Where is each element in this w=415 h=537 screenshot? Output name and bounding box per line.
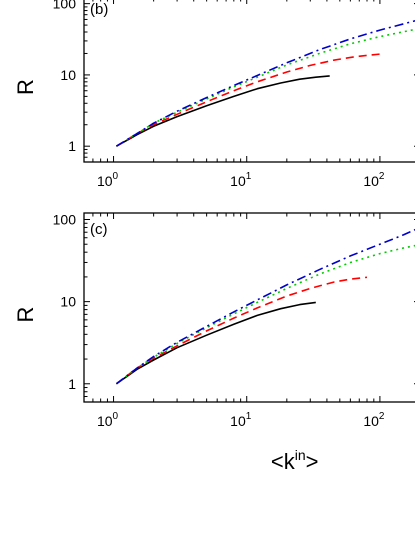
series-group	[115, 228, 415, 385]
y-tick-label: 100	[53, 212, 77, 228]
y-axis-title: R	[13, 307, 38, 323]
panel-label: (c)	[90, 221, 108, 238]
y-tick-label: 10	[60, 294, 76, 310]
x-tick-label: 100	[97, 171, 119, 189]
series-line-4	[115, 228, 415, 385]
plot-frame	[83, 0, 415, 163]
series-line-2	[115, 276, 368, 385]
chart-panel-2: 100 101 102 1 10 100 R (c) <kin>	[13, 212, 415, 474]
y-tick-label: 1	[68, 376, 76, 392]
x-tick-label: 102	[363, 411, 385, 429]
chart-panel-1: 100 101 102 1 10 100 R (b)	[13, 0, 415, 189]
series-line-4	[115, 19, 415, 147]
series-line-1	[115, 301, 316, 385]
x-tick-label: 102	[363, 171, 385, 189]
x-tick-label: 101	[230, 171, 252, 189]
x-axis-title: <kin>	[271, 447, 319, 474]
y-tick-label: 10	[60, 67, 76, 83]
y-tick-label: 1	[68, 138, 76, 154]
plot-frame	[83, 212, 415, 403]
panel-label: (b)	[90, 1, 108, 18]
y-tick-label: 100	[53, 0, 77, 12]
x-tick-label: 100	[97, 411, 119, 429]
x-tick-label: 101	[230, 411, 252, 429]
y-axis-title: R	[13, 79, 38, 95]
series-line-1	[116, 75, 330, 147]
series-line-3	[115, 244, 415, 385]
series-group	[115, 19, 415, 147]
series-line-2	[115, 53, 380, 147]
